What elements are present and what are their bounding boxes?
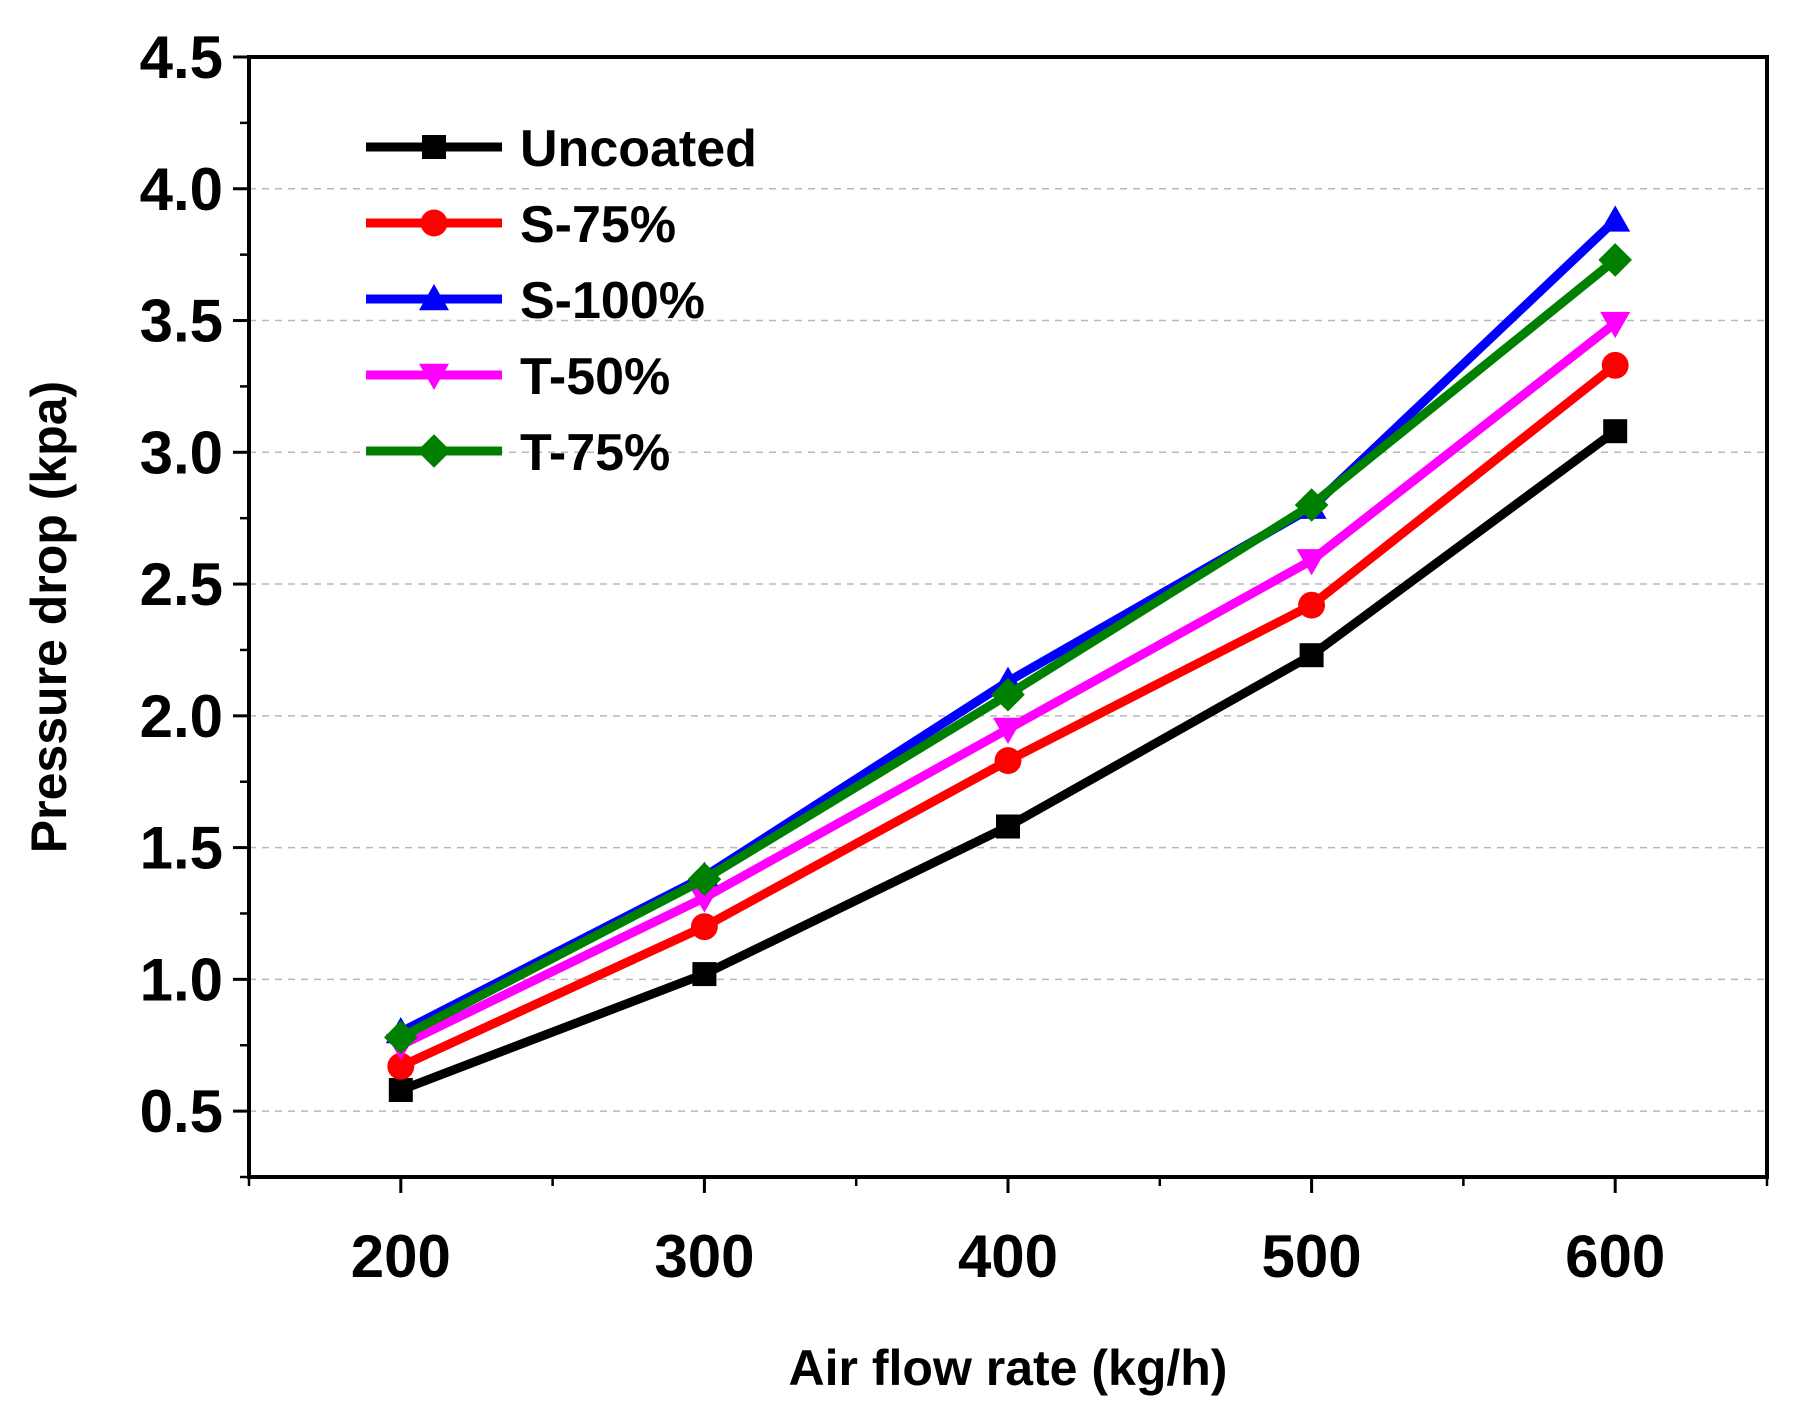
data-point bbox=[994, 747, 1022, 775]
data-point bbox=[1603, 419, 1628, 444]
x-tick-label: 300 bbox=[654, 1223, 754, 1290]
x-tick-label: 500 bbox=[1262, 1223, 1362, 1290]
y-tick-label: 0.5 bbox=[140, 1078, 223, 1145]
legend-marker bbox=[419, 363, 449, 390]
data-point bbox=[1601, 351, 1629, 379]
y-tick-label: 1.5 bbox=[140, 815, 223, 882]
legend-marker bbox=[417, 434, 451, 468]
legend-item: T-50% bbox=[366, 348, 670, 406]
y-tick-label: 3.0 bbox=[140, 419, 223, 486]
legend-label: Uncoated bbox=[520, 120, 757, 178]
legend-marker bbox=[419, 284, 449, 311]
data-point bbox=[993, 717, 1023, 744]
data-point bbox=[996, 814, 1020, 839]
legend: Uncoated S-75% S-100% T-50% T-75% bbox=[366, 120, 757, 482]
series-s-75pct bbox=[387, 351, 1629, 1080]
legend-marker bbox=[420, 209, 448, 237]
data-point bbox=[991, 677, 1025, 712]
axis-ticks: 0.5 1.0 1.5 2.0 2.5 3.0 3.5 4.0 4.5 200 300 400 500 6… bbox=[140, 24, 1769, 1290]
data-point bbox=[1600, 205, 1631, 232]
data-point bbox=[1294, 488, 1329, 522]
data-point bbox=[387, 1052, 415, 1080]
legend-item: S-75% bbox=[366, 196, 676, 254]
legend-label: T-75% bbox=[520, 424, 670, 482]
x-axis-title: Air flow rate (kg/h) bbox=[789, 1340, 1228, 1396]
legend-label: T-50% bbox=[520, 348, 670, 406]
data-point bbox=[689, 886, 720, 913]
data-point bbox=[388, 1078, 413, 1103]
data-point bbox=[690, 913, 718, 941]
grid-lines bbox=[249, 188, 1767, 1112]
y-tick-label: 2.5 bbox=[140, 551, 223, 618]
legend-item: T-75% bbox=[366, 424, 670, 482]
y-tick-label: 4.5 bbox=[140, 24, 223, 91]
data-point bbox=[1299, 643, 1324, 668]
data-point bbox=[692, 962, 717, 987]
legend-label: S-100% bbox=[520, 272, 705, 330]
series-uncoated bbox=[388, 419, 1628, 1103]
y-tick-label: 3.5 bbox=[140, 288, 223, 355]
y-tick-label: 1.0 bbox=[140, 946, 223, 1013]
legend-label: S-75% bbox=[520, 196, 676, 254]
legend-marker bbox=[422, 135, 446, 159]
y-tick-label: 2.0 bbox=[140, 683, 223, 750]
series-s-100pct bbox=[385, 205, 1631, 1044]
data-point bbox=[687, 862, 722, 897]
data-point bbox=[384, 1020, 418, 1055]
series-t-75pct bbox=[384, 243, 1632, 1055]
y-axis-title: Pressure drop (kpa) bbox=[21, 381, 77, 853]
x-tick-label: 400 bbox=[958, 1223, 1058, 1290]
series-line bbox=[398, 217, 1619, 1037]
x-tick-label: 200 bbox=[351, 1223, 451, 1290]
data-series bbox=[384, 205, 1632, 1103]
data-point bbox=[1298, 591, 1326, 619]
data-point bbox=[1296, 549, 1327, 576]
y-tick-label: 4.0 bbox=[140, 156, 223, 223]
legend-item: Uncoated bbox=[366, 120, 757, 178]
legend-item: S-100% bbox=[366, 272, 705, 330]
x-tick-label: 600 bbox=[1565, 1223, 1665, 1290]
data-point bbox=[1600, 311, 1631, 339]
data-point bbox=[1598, 243, 1632, 277]
